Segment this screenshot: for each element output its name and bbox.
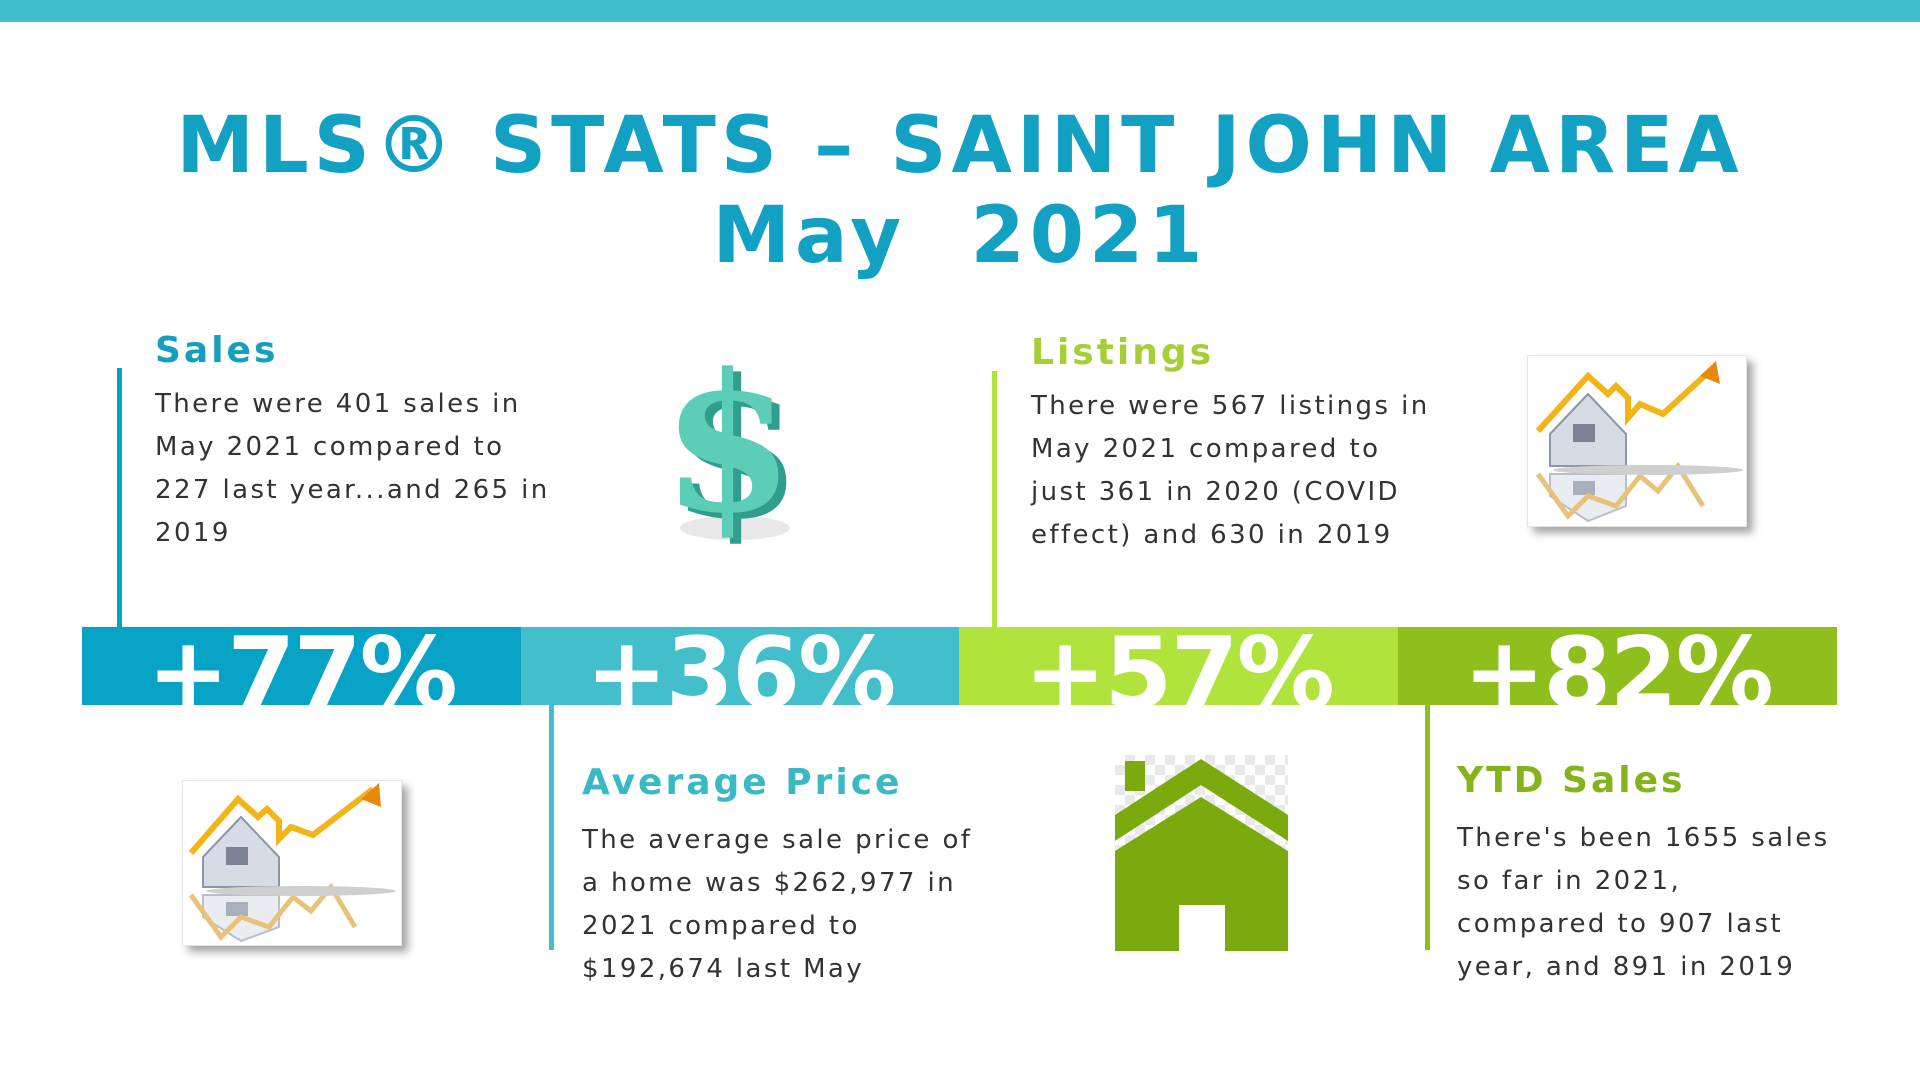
house-chart-icon <box>188 783 396 943</box>
house-icon <box>1115 755 1288 951</box>
listings-change-value: +57% <box>1024 627 1335 705</box>
house-chart-image <box>182 780 402 946</box>
average-price-line: a home was $262,977 in <box>582 868 957 898</box>
average-price-line: 2021 compared to <box>582 911 860 941</box>
svg-text:$: $ <box>670 340 802 550</box>
ytd-sales-line: year, and 891 in 2019 <box>1457 952 1796 982</box>
ytd-sales-text: There's been 1655 sales so far in 2021, … <box>1457 817 1830 989</box>
sales-change-band: +77% <box>82 627 521 705</box>
sales-line: 227 last year...and 265 in <box>155 475 550 505</box>
average-price-line: $192,674 last May <box>582 954 865 984</box>
listings-line: just 361 in 2020 (COVID <box>1031 477 1400 507</box>
average-price-line: The average sale price of <box>582 825 973 855</box>
ytd-sales-line: There's been 1655 sales <box>1457 823 1830 853</box>
ytd-sales-divider-line <box>1425 705 1430 950</box>
listings-line: May 2021 compared to <box>1031 434 1381 464</box>
ytd-sales-line: so far in 2021, <box>1457 866 1682 896</box>
sales-change-value: +77% <box>147 627 458 705</box>
svg-text:$: $ <box>662 340 794 550</box>
house-chart-image <box>1527 355 1747 527</box>
ytd-sales-change-band: +82% <box>1398 627 1837 705</box>
average-price-change-band: +36% <box>521 627 959 705</box>
ytd-sales-change-value: +82% <box>1463 627 1774 705</box>
page-title: MLS® STATS – SAINT JOHN AREA <box>176 101 1744 191</box>
listings-line: effect) and 630 in 2019 <box>1031 520 1393 550</box>
page-subtitle-date: May 2021 <box>712 191 1208 281</box>
average-price-heading: Average Price <box>582 762 903 803</box>
sales-text: There were 401 sales in May 2021 compare… <box>155 383 550 555</box>
average-price-divider-line <box>549 705 554 950</box>
sales-line: 2019 <box>155 518 231 548</box>
sales-divider-line <box>117 368 122 628</box>
listings-divider-line <box>992 371 997 628</box>
top-accent-bar <box>0 0 1920 22</box>
listings-heading: Listings <box>1031 332 1215 373</box>
ytd-sales-heading: YTD Sales <box>1457 760 1686 801</box>
house-chart-icon <box>1535 361 1743 523</box>
listings-line: There were 567 listings in <box>1031 391 1430 421</box>
listings-change-band: +57% <box>959 627 1398 705</box>
dollar-sign-icon: $ $ <box>640 332 820 561</box>
listings-text: There were 567 listings in May 2021 comp… <box>1031 385 1430 557</box>
average-price-change-value: +36% <box>585 627 897 705</box>
sales-line: There were 401 sales in <box>155 389 521 419</box>
ytd-sales-line: compared to 907 last <box>1457 909 1784 939</box>
sales-line: May 2021 compared to <box>155 432 505 462</box>
average-price-text: The average sale price of a home was $26… <box>582 819 972 991</box>
sales-heading: Sales <box>155 330 279 371</box>
